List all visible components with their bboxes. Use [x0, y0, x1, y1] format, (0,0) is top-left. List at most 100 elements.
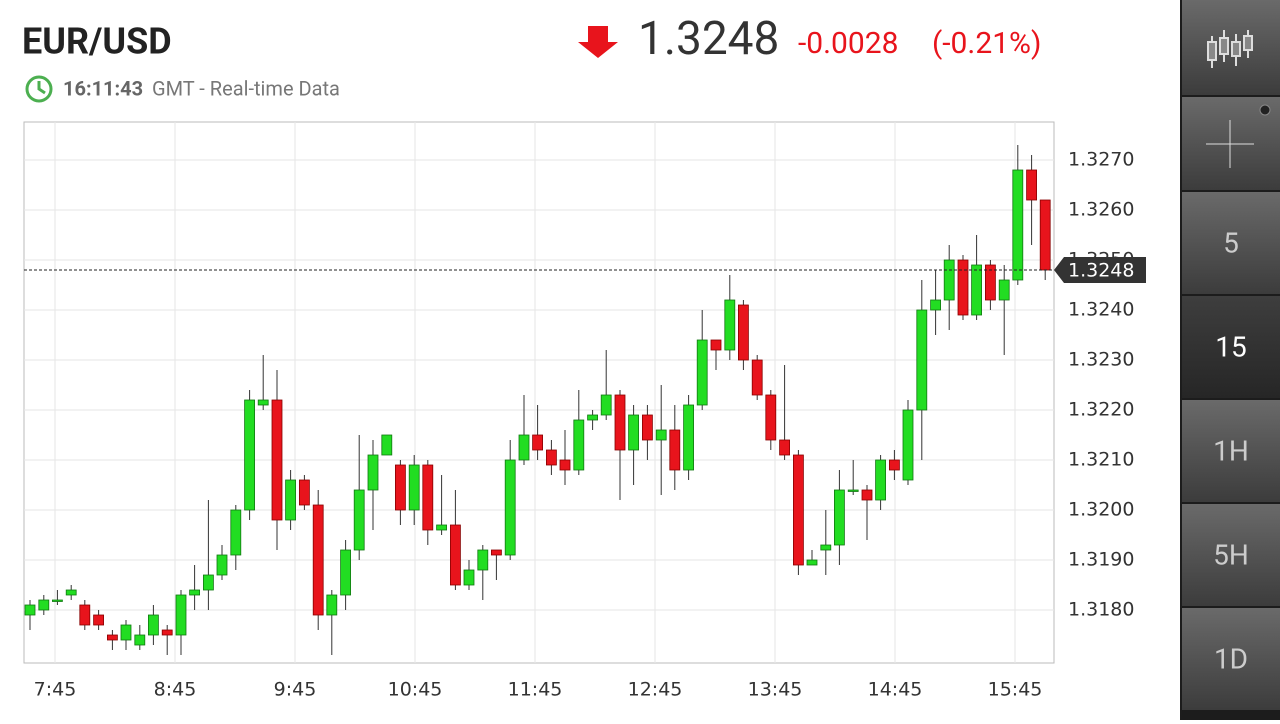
plot-frame [23, 121, 1055, 664]
candle-body [943, 259, 955, 301]
candle-body [573, 419, 585, 471]
candle-body [120, 624, 132, 641]
time-note: GMT - Real-time Data [152, 76, 340, 100]
candle-body [298, 479, 310, 506]
candle-body [202, 574, 214, 591]
candle-body [655, 429, 667, 441]
candle-body [628, 414, 639, 451]
candle-body [779, 439, 790, 456]
down-arrow [578, 26, 618, 58]
x-tick-label: 7:45 [34, 679, 77, 701]
interval-button[interactable] [1182, 608, 1280, 710]
candle-body [65, 589, 77, 596]
candle-body [642, 414, 653, 441]
candle-body [518, 434, 530, 461]
candle-body [861, 489, 873, 501]
candle-body [820, 544, 832, 551]
x-tick-label: 11:45 [508, 679, 563, 701]
candle-body [449, 524, 461, 586]
y-tick-label: 1.3260 [1068, 199, 1134, 221]
x-tick-label: 13:45 [748, 679, 803, 701]
candle-body [257, 399, 269, 406]
candle-body [930, 299, 941, 311]
candle-body [724, 299, 736, 351]
candle-body [490, 549, 502, 556]
interval-label: 5 [1223, 226, 1239, 259]
clock-icon [25, 75, 53, 103]
candle-body [340, 549, 352, 596]
candle-body [806, 559, 818, 566]
candle-body [985, 264, 996, 301]
y-tick-label: 1.3200 [1068, 499, 1134, 521]
interval-label: 5H [1213, 538, 1249, 571]
interval-button[interactable] [1182, 400, 1280, 502]
candle-body [147, 614, 159, 636]
y-tick-label: 1.3270 [1068, 149, 1134, 171]
interval-label: 1D [1214, 642, 1248, 675]
candle-body [751, 359, 763, 396]
candle-body [504, 459, 516, 556]
x-tick-label: 9:45 [274, 679, 317, 701]
price: 1.3248 [638, 12, 779, 66]
candle-body [765, 394, 777, 441]
candle-body [847, 489, 859, 492]
candle-body [134, 634, 146, 646]
x-tick-label: 14:45 [868, 679, 923, 701]
candle-body [367, 454, 379, 491]
interval-buttons: 5 15 1H 5H 1D [1182, 192, 1280, 710]
candle-body [889, 459, 900, 471]
candle-body [998, 279, 1010, 301]
candle-body [216, 554, 228, 576]
candle-body [38, 599, 50, 611]
candle-body [312, 504, 324, 616]
candle-body [107, 634, 118, 641]
candle-body [916, 309, 928, 411]
candle-body [834, 489, 845, 546]
interval-label: 15 [1215, 330, 1246, 363]
candle-body [436, 524, 448, 531]
change-pct: (-0.21%) [932, 26, 1041, 61]
interval-button[interactable] [1182, 296, 1280, 398]
candle-body [477, 549, 489, 571]
candle-body [875, 459, 886, 501]
candle-body [587, 414, 598, 421]
candle-body [79, 604, 91, 626]
y-tick-label: 1.3180 [1068, 599, 1134, 621]
candle-body [326, 594, 338, 616]
candle-body [381, 434, 393, 456]
candle-body [683, 404, 694, 471]
candle-body [52, 599, 63, 602]
y-tick-label: 1.3210 [1068, 449, 1134, 471]
candle-body [957, 259, 969, 316]
candle-body [422, 464, 434, 531]
x-tick-label: 12:45 [628, 679, 683, 701]
candle-body [546, 449, 557, 466]
candle-body [230, 509, 242, 556]
candle-body [175, 594, 187, 636]
y-tick-label: 1.3220 [1068, 399, 1134, 421]
candle-body [532, 434, 543, 451]
candle-body [408, 464, 420, 511]
candle-body [1012, 169, 1024, 281]
symbol: EUR/USD [22, 21, 172, 63]
candle-body [902, 409, 914, 481]
plot: 1.3180 1.3190 1.3200 1.3210 1.3220 1.3230 1.32… [24, 122, 1146, 701]
candle-body [696, 339, 708, 406]
candle-body [669, 429, 681, 471]
x-tick-label: 10:45 [388, 679, 443, 701]
last-price-label: 1.3248 [1068, 260, 1134, 282]
candle-body [244, 399, 256, 511]
candle-body [353, 489, 365, 551]
interval-button[interactable] [1182, 504, 1280, 606]
candle-body [738, 304, 749, 361]
change: -0.0028 [798, 26, 899, 61]
candle-body [24, 604, 36, 616]
candle-body [559, 459, 571, 471]
time: 16:11:43 [63, 76, 143, 100]
interval-button[interactable] [1182, 192, 1280, 294]
candle-body [600, 394, 612, 416]
candle-body [614, 394, 626, 451]
candle-body [189, 589, 201, 596]
